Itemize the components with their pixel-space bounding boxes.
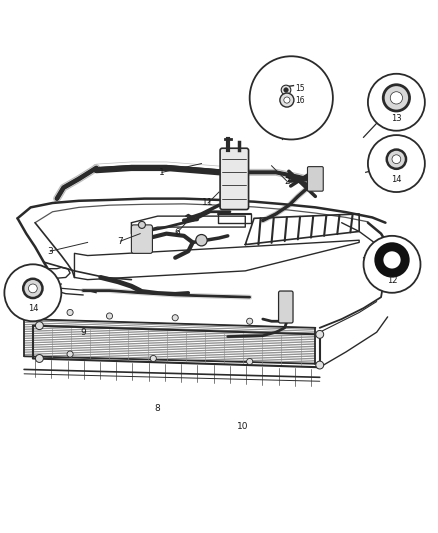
Text: 8: 8 [155, 405, 161, 414]
Text: 9: 9 [80, 328, 86, 337]
Text: 16: 16 [296, 95, 305, 104]
Circle shape [36, 289, 43, 296]
Text: 15: 15 [296, 84, 305, 93]
Circle shape [28, 284, 37, 293]
Circle shape [387, 150, 406, 169]
Circle shape [316, 361, 324, 369]
Circle shape [247, 359, 253, 365]
Circle shape [383, 85, 410, 111]
Circle shape [368, 74, 425, 131]
Text: 14: 14 [391, 175, 402, 184]
Circle shape [392, 155, 401, 164]
Text: 2: 2 [284, 176, 290, 185]
Text: 14: 14 [28, 304, 38, 313]
Circle shape [280, 93, 294, 107]
Circle shape [316, 330, 324, 338]
Circle shape [196, 235, 207, 246]
Circle shape [150, 356, 156, 361]
Circle shape [284, 97, 290, 103]
Text: 3: 3 [47, 247, 53, 256]
FancyBboxPatch shape [131, 225, 152, 253]
Circle shape [368, 135, 425, 192]
Circle shape [379, 247, 405, 273]
Circle shape [23, 279, 42, 298]
Circle shape [67, 351, 73, 357]
Circle shape [138, 221, 145, 229]
Circle shape [281, 85, 291, 95]
Circle shape [35, 354, 43, 362]
Circle shape [247, 318, 253, 324]
Circle shape [284, 88, 288, 92]
Text: 10: 10 [237, 422, 249, 431]
Circle shape [106, 313, 113, 319]
Text: 6: 6 [174, 228, 180, 237]
Text: 7: 7 [117, 237, 124, 246]
Text: 12: 12 [387, 276, 397, 285]
Circle shape [172, 314, 178, 321]
FancyBboxPatch shape [307, 167, 323, 191]
Circle shape [250, 56, 333, 140]
Text: 11: 11 [202, 198, 214, 207]
Circle shape [4, 264, 61, 321]
FancyBboxPatch shape [220, 148, 249, 209]
Circle shape [364, 236, 420, 293]
Text: 13: 13 [391, 114, 402, 123]
Circle shape [35, 322, 43, 329]
Circle shape [67, 310, 73, 316]
Circle shape [390, 92, 403, 104]
FancyBboxPatch shape [279, 291, 293, 323]
Text: 1: 1 [159, 168, 165, 177]
